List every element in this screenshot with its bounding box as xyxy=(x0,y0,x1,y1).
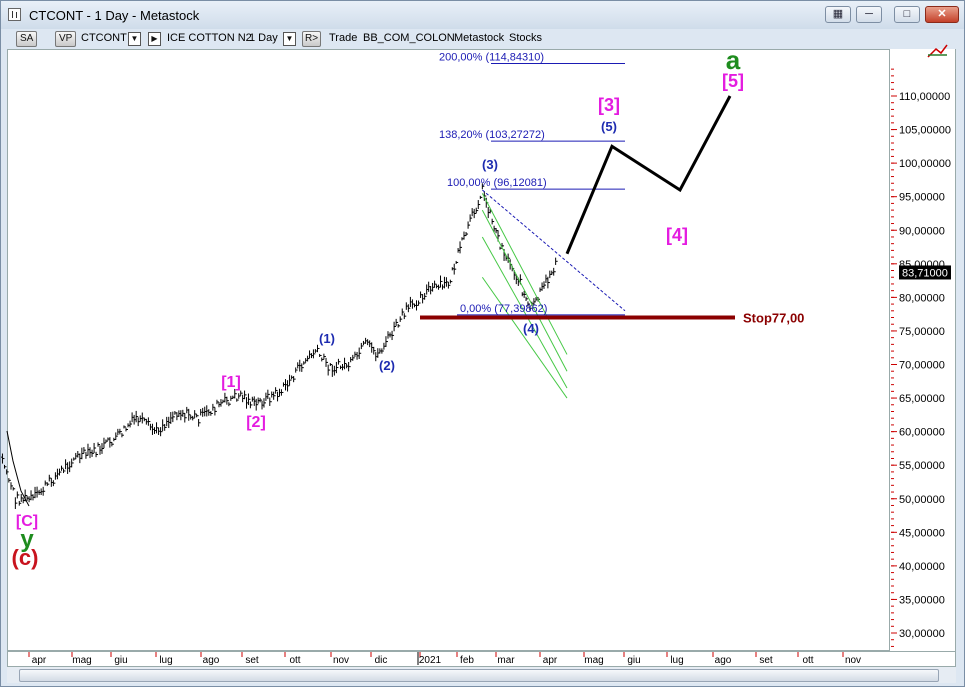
type-label: Stocks xyxy=(509,32,543,44)
play-icon[interactable]: ▶ xyxy=(148,32,161,46)
channel-line xyxy=(481,209,568,372)
x-tick-label: mar xyxy=(497,655,515,666)
period-dropdown[interactable]: ▼ xyxy=(283,32,296,46)
x-axis xyxy=(7,651,956,667)
restore-button[interactable]: □ xyxy=(894,6,920,23)
x-tick-label: 2021 xyxy=(419,655,442,666)
title-bar: CTCONT - 1 Day - Metastock ▦ ─ □ ✕ xyxy=(1,1,964,29)
chart-toolbar: SA VP CTCONT ▼ ▶ ICE COTTON N2 1 Day ▼ R… xyxy=(7,30,962,49)
y-tick-label: 65,00000 xyxy=(899,393,945,405)
source-label: Metastock xyxy=(454,32,505,44)
wave-label-a: a xyxy=(726,45,741,75)
wave-label-3: (3) xyxy=(482,157,498,172)
x-tick-label: giu xyxy=(114,655,127,666)
price-series-start xyxy=(6,430,30,507)
sa-button[interactable]: SA xyxy=(16,31,38,47)
y-tick-label: 95,00000 xyxy=(899,192,945,204)
x-tick-label: lug xyxy=(159,655,172,666)
wave-label-4: (4) xyxy=(523,321,539,336)
x-tick-label: nov xyxy=(845,655,861,666)
scrollbar-thumb[interactable] xyxy=(19,669,939,682)
fib-level-label: 138,20% (103,27272) xyxy=(439,129,545,141)
x-tick-label: set xyxy=(759,655,773,666)
last-price-label: 83,71000 xyxy=(902,267,948,279)
fib-level-label: 0,00% (77,39862) xyxy=(460,303,547,315)
y-tick-label: 30,00000 xyxy=(899,628,945,640)
fib-level-label: 200,00% (114,84310) xyxy=(439,51,544,63)
channel-line xyxy=(481,236,568,389)
x-tick-label: nov xyxy=(333,655,349,666)
channel-line xyxy=(481,193,568,355)
feed-label: BB_COM_COLON xyxy=(363,32,455,44)
wave-label-c-bracket: [C] xyxy=(16,513,38,530)
x-tick-label: mag xyxy=(72,655,91,666)
x-tick-label: apr xyxy=(32,655,47,666)
chart-plot-area[interactable] xyxy=(7,49,890,651)
y-tick-label: 50,00000 xyxy=(899,494,945,506)
wave-label-3-bracket: [3] xyxy=(598,95,620,115)
x-tick-label: giu xyxy=(627,655,640,666)
x-tick-label: ott xyxy=(802,655,813,666)
x-tick-label: ott xyxy=(289,655,300,666)
y-tick-label: 45,00000 xyxy=(899,527,945,539)
y-tick-label: 100,00000 xyxy=(899,158,951,170)
wave-label-y: y xyxy=(20,526,34,553)
wave-label-5: (5) xyxy=(601,119,617,134)
x-tick-label: apr xyxy=(543,655,558,666)
r-button[interactable]: R> xyxy=(302,31,322,47)
y-tick-label: 90,00000 xyxy=(899,225,945,237)
symbol-label: CTCONT xyxy=(81,32,127,44)
trendline-dashed xyxy=(482,189,626,312)
drawing-tools-icon xyxy=(927,44,948,58)
x-tick-label: mag xyxy=(584,655,603,666)
minimize-button[interactable]: ─ xyxy=(856,6,882,23)
window-title: CTCONT - 1 Day - Metastock xyxy=(29,8,200,23)
vp-button[interactable]: VP xyxy=(55,31,77,47)
y-tick-label: 70,00000 xyxy=(899,360,945,372)
period-label: 1 Day xyxy=(249,32,278,44)
y-tick-label: 60,00000 xyxy=(899,427,945,439)
y-tick-label: 75,00000 xyxy=(899,326,945,338)
stop-label: Stop77,00 xyxy=(743,311,804,326)
y-tick-label: 110,00000 xyxy=(899,91,950,103)
x-tick-label: set xyxy=(245,655,259,666)
last-price-badge xyxy=(899,265,951,280)
y-tick-label: 35,00000 xyxy=(899,594,945,606)
fib-level-label: 100,00% (96,12081) xyxy=(447,177,547,189)
wave-label-2-bracket: [2] xyxy=(246,414,266,431)
projection-path xyxy=(565,95,732,255)
wave-label-c-paren: (c) xyxy=(12,545,39,570)
close-button[interactable]: ✕ xyxy=(925,6,959,23)
x-tick-label: ago xyxy=(715,655,732,666)
app-icon[interactable] xyxy=(8,8,21,21)
wave-label-5-bracket: [5] xyxy=(722,71,744,91)
x-tick-label: lug xyxy=(670,655,683,666)
wave-label-1: (1) xyxy=(319,331,335,346)
wave-label-2: (2) xyxy=(379,358,395,373)
y-tick-label: 105,00000 xyxy=(899,125,951,137)
symbol-dropdown[interactable]: ▼ xyxy=(128,32,141,46)
x-tick-label: dic xyxy=(375,655,388,666)
instrument-name: ICE COTTON N2 xyxy=(167,32,252,44)
channel-line xyxy=(481,276,568,399)
wave-label-4-bracket: [4] xyxy=(666,225,688,245)
y-tick-label: 55,00000 xyxy=(899,460,945,472)
y-tick-label: 80,00000 xyxy=(899,292,945,304)
y-axis xyxy=(890,49,956,651)
y-tick-label: 40,00000 xyxy=(899,561,945,573)
wave-label-1-bracket: [1] xyxy=(221,374,241,391)
horizontal-scrollbar[interactable] xyxy=(7,667,956,683)
x-tick-label: ago xyxy=(203,655,220,666)
trade-label: Trade xyxy=(329,32,358,44)
maximize-chart-button[interactable]: ▦ xyxy=(825,6,851,23)
x-tick-label: feb xyxy=(460,655,474,666)
